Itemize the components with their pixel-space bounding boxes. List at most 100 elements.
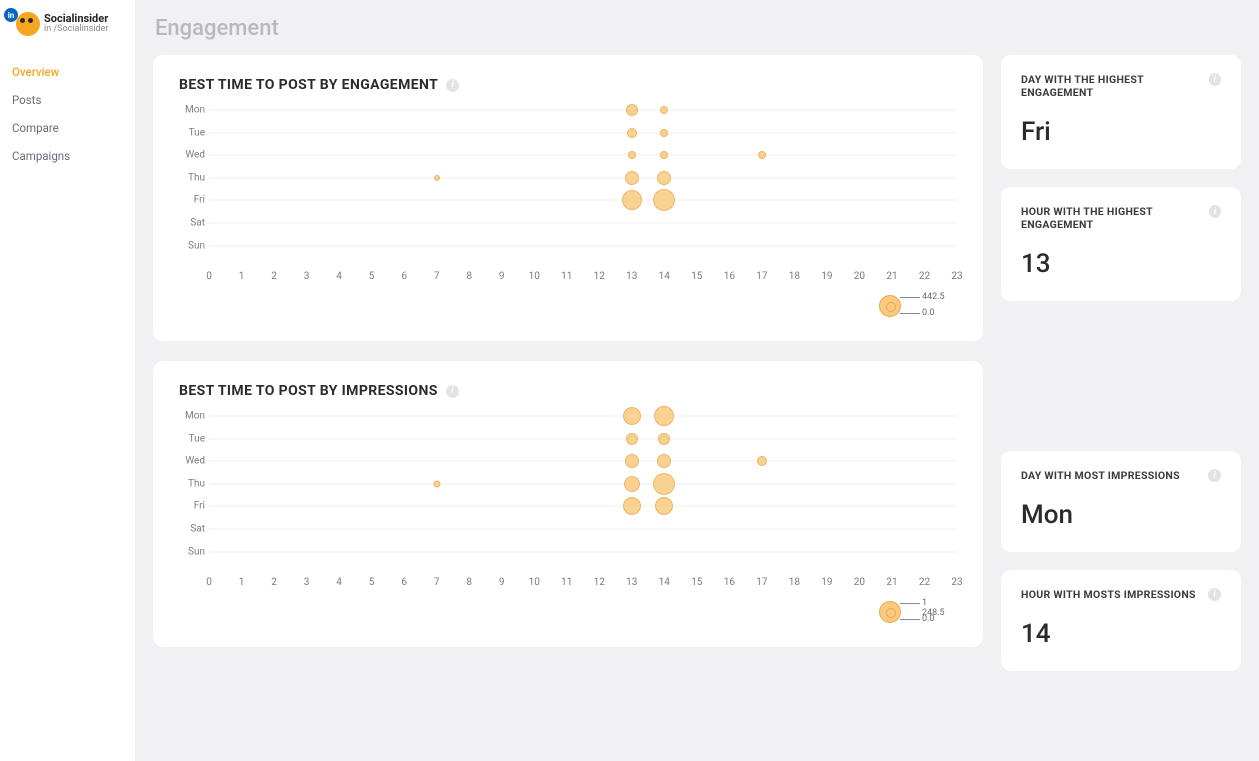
chart-bubble[interactable]	[653, 473, 675, 495]
x-axis-label: 22	[919, 577, 930, 588]
card-title: BEST TIME TO POST BY ENGAGEMENT	[179, 77, 438, 93]
chart-bubble[interactable]	[623, 497, 641, 515]
stats-column: DAY WITH THE HIGHEST ENGAGEMENTiFriHOUR …	[1001, 55, 1241, 671]
chart-bubble[interactable]	[660, 129, 668, 137]
chart-bubble[interactable]	[653, 189, 675, 211]
x-axis-label: 16	[724, 577, 735, 588]
x-axis-label: 1	[239, 577, 245, 588]
legend-min: 0.0	[922, 614, 935, 624]
x-axis-label: 12	[594, 271, 605, 282]
y-axis-label: Thu	[179, 172, 205, 183]
sidebar-item-campaigns[interactable]: Campaigns	[0, 142, 135, 170]
x-axis-label: 18	[789, 271, 800, 282]
info-icon[interactable]: i	[446, 79, 459, 92]
y-axis-label: Mon	[179, 411, 205, 422]
x-axis-label: 13	[626, 271, 637, 282]
chart-bubble[interactable]	[626, 433, 638, 445]
info-icon[interactable]: i	[1209, 205, 1221, 218]
legend-max: 442.5	[922, 292, 945, 302]
x-axis-label: 20	[854, 271, 865, 282]
chart-bubble[interactable]	[625, 171, 639, 185]
sidebar-item-compare[interactable]: Compare	[0, 114, 135, 142]
chart-bubble[interactable]	[654, 406, 674, 426]
sidebar-item-posts[interactable]: Posts	[0, 86, 135, 114]
x-axis-label: 5	[369, 577, 375, 588]
x-axis-label: 8	[466, 271, 472, 282]
x-axis-label: 17	[756, 271, 767, 282]
x-axis-label: 14	[659, 271, 670, 282]
x-axis-label: 19	[821, 577, 832, 588]
chart-bubble[interactable]	[624, 476, 640, 492]
chart-bubble[interactable]	[657, 454, 671, 468]
info-icon[interactable]: i	[1208, 588, 1221, 601]
card-best-time-impressions: BEST TIME TO POST BY IMPRESSIONS i MonTu…	[153, 361, 983, 647]
chart-bubble[interactable]	[660, 151, 668, 159]
brand-logo: in	[6, 10, 40, 38]
stat-value: 14	[1021, 619, 1221, 649]
chart-bubble[interactable]	[655, 497, 673, 515]
x-axis-label: 21	[886, 577, 897, 588]
chart-bubble[interactable]	[622, 190, 642, 210]
chart-bubble[interactable]	[433, 480, 440, 487]
info-icon[interactable]: i	[446, 385, 459, 398]
chart-legend: 442.5 0.0	[209, 289, 957, 323]
info-icon[interactable]: i	[1208, 469, 1221, 482]
y-axis-label: Fri	[179, 195, 205, 206]
y-axis-label: Thu	[179, 478, 205, 489]
x-axis-label: 8	[466, 577, 472, 588]
x-axis-label: 7	[434, 577, 440, 588]
main: Engagement BEST TIME TO POST BY ENGAGEME…	[135, 0, 1259, 761]
x-axis-label: 5	[369, 271, 375, 282]
charts-column: BEST TIME TO POST BY ENGAGEMENT i Mon Tue…	[153, 55, 983, 671]
x-axis-label: 10	[529, 271, 540, 282]
x-axis-label: 13	[626, 577, 637, 588]
x-axis-label: 17	[756, 577, 767, 588]
info-icon[interactable]: i	[1209, 73, 1221, 86]
x-axis-label: 9	[499, 577, 505, 588]
stat-card: DAY WITH MOST IMPRESSIONS i Mon	[1001, 451, 1241, 552]
page-title: Engagement	[155, 16, 1241, 41]
chart-bubble[interactable]	[758, 151, 766, 159]
x-axis-label: 7	[434, 271, 440, 282]
brand: in Socialinsider in /Socialinsider	[0, 10, 135, 52]
x-axis-label: 14	[659, 577, 670, 588]
chart-bubble[interactable]	[628, 151, 636, 159]
chart-bubble[interactable]	[757, 456, 767, 466]
stat-value: Mon	[1021, 500, 1221, 530]
stat-value: 13	[1021, 249, 1221, 279]
chart-bubble[interactable]	[627, 128, 637, 138]
sidebar-item-overview[interactable]: Overview	[0, 58, 135, 86]
x-axis-label: 20	[854, 577, 865, 588]
x-axis: 01234567891011121314151617181920212223	[209, 269, 957, 287]
x-axis-label: 9	[499, 271, 505, 282]
card-title: BEST TIME TO POST BY IMPRESSIONS	[179, 383, 438, 399]
card-best-time-engagement: BEST TIME TO POST BY ENGAGEMENT i MonTue…	[153, 55, 983, 341]
chart-bubble[interactable]	[657, 171, 671, 185]
y-axis-label: Wed	[179, 150, 205, 161]
chart-bubble[interactable]	[434, 175, 440, 181]
chart-bubble[interactable]	[623, 407, 641, 425]
x-axis-label: 1	[239, 271, 245, 282]
chart-bubble[interactable]	[626, 104, 638, 116]
y-axis-label: Sun	[179, 240, 205, 251]
y-axis-label: Sat	[179, 523, 205, 534]
brand-handle: in /Socialinsider	[44, 25, 108, 35]
stat-title: DAY WITH THE HIGHEST ENGAGEMENT	[1021, 73, 1209, 99]
chart-bubble[interactable]	[658, 433, 670, 445]
y-axis-label: Tue	[179, 127, 205, 138]
x-axis-label: 19	[821, 271, 832, 282]
sidebar: in Socialinsider in /Socialinsider Overv…	[0, 0, 135, 761]
x-axis-label: 0	[206, 577, 212, 588]
stat-title: DAY WITH MOST IMPRESSIONS	[1021, 469, 1180, 482]
chart-bubble[interactable]	[625, 454, 639, 468]
x-axis-label: 22	[919, 271, 930, 282]
x-axis-label: 2	[271, 271, 277, 282]
legend-min: 0.0	[922, 308, 935, 318]
chart-bubble[interactable]	[660, 106, 668, 114]
x-axis-label: 3	[304, 577, 310, 588]
x-axis-label: 15	[691, 577, 702, 588]
x-axis-label: 3	[304, 271, 310, 282]
y-axis-label: Fri	[179, 501, 205, 512]
brand-face-icon	[16, 12, 40, 36]
y-axis-label: Sun	[179, 546, 205, 557]
